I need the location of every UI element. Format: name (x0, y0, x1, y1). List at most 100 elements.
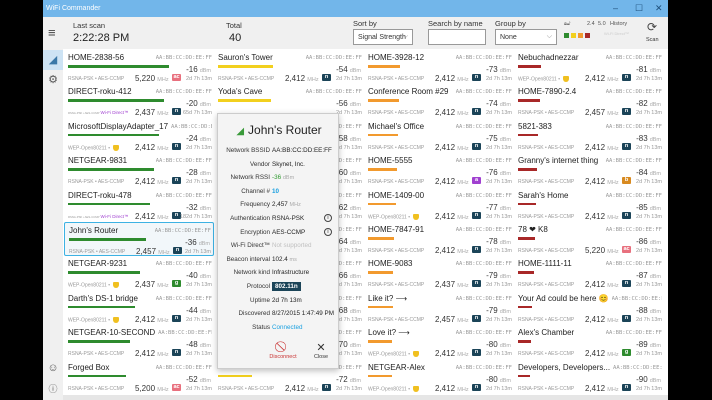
signal-bar (368, 168, 397, 171)
frequency-unit: MHz (157, 317, 169, 324)
network-item[interactable]: DIRECT-roku-478 AA:BB:CC:DD:EE:FF -32 dBm R… (64, 188, 214, 222)
network-item[interactable]: Like it? ⟶ AA:BB:CC:DD:EE:FF -79 dBm RSNA-P… (364, 291, 514, 325)
frequency-value: 2,412 (135, 177, 156, 187)
close-button[interactable]: ✕ (655, 3, 663, 13)
network-item[interactable]: John's Router AA:BB:CC:DD:EE:FF -36 dBm RSN… (64, 222, 214, 256)
protocol-badge: n (172, 314, 181, 322)
network-header: Conference Room #29 AA:BB:CC:DD:EE:FF (368, 87, 512, 98)
network-item[interactable]: Sauron's Tower AA:BB:CC:DD:EE:FF -54 dBm RS… (214, 50, 364, 84)
network-item[interactable]: Love it? ⟶ AA:BB:CC:DD:EE:FF -80 dBm WEP-Op… (364, 325, 514, 359)
shield-warning-icon (412, 213, 419, 220)
network-item[interactable]: Yoda's Cave AA:BB:CC:DD:EE:FF -56 dBm 2d 7h… (214, 84, 364, 118)
details-value-text: 2,457 (272, 201, 288, 209)
details-label: Network BSSID (226, 147, 270, 154)
rssi-unit: dBm (649, 171, 661, 178)
network-item[interactable]: DIRECT-roku-412 AA:BB:CC:DD:EE:FF -20 dBm R… (64, 84, 214, 118)
network-item[interactable]: HOME-5555 AA:BB:CC:DD:EE:FF -76 dBm RSNA-PS… (364, 153, 514, 187)
horizontal-scrollbar[interactable] (63, 395, 668, 400)
band-50-toggle[interactable]: 5.0 (598, 21, 606, 27)
signal-bar (518, 271, 534, 274)
network-header: NETGEAR-Alex AA:BB:CC:DD:EE:FF (368, 363, 512, 374)
scan-button[interactable]: Scan (646, 37, 659, 43)
network-security: RSNA-PSK • AES-CCMP (518, 110, 574, 116)
network-item[interactable]: HOME-9083 AA:BB:CC:DD:EE:FF -79 dBm RSNA-PS… (364, 256, 514, 290)
info-icon[interactable]: i (324, 227, 332, 236)
details-label: Discovered (238, 310, 271, 318)
network-item[interactable]: Sarah's Home AA:BB:CC:DD:EE:FF -85 dBm RSNA… (514, 188, 664, 222)
network-item[interactable]: HOME-1111-11 AA:BB:CC:DD:EE:FF -87 dBm RSNA… (514, 256, 664, 290)
network-rssi: -82 dBm (636, 99, 661, 108)
network-item[interactable]: 5821-383 AA:BB:CC:DD:EE:FF -83 dBm RSNA-PSK… (514, 119, 664, 153)
signal-legend-swatch[interactable] (578, 33, 583, 38)
network-header: John's Router AA:BB:CC:DD:EE:FF (69, 226, 211, 237)
network-item[interactable]: Darth's DS-1 bridge AA:BB:CC:DD:EE:FF -44… (64, 291, 214, 325)
hamburger-menu-icon[interactable]: ≡ (48, 25, 56, 40)
rssi-value: -24 (186, 133, 198, 143)
signal-legend-swatch[interactable] (564, 33, 569, 38)
network-rssi: -78 dBm (486, 237, 511, 246)
close-flyout-button[interactable]: ✕ Close (303, 341, 339, 360)
wifi-direct-toggle[interactable]: Wi-Fi Direct™ (604, 31, 629, 36)
frequency-value: 2,412 (285, 74, 306, 83)
network-item[interactable]: NETGEAR-Alex AA:BB:CC:DD:EE:FF -80 dBm WEP-… (364, 360, 514, 394)
feedback-icon[interactable]: ☺ (47, 362, 59, 374)
network-bssid: AA:BB:CC:DD:EE:F (611, 295, 662, 302)
protocol-badge: n (622, 108, 631, 116)
details-value: Skynet, Inc. (272, 161, 305, 168)
rssi-unit: dBm (499, 308, 511, 315)
security-text: RSNA-PSK • AES-CCMP (368, 179, 425, 186)
network-frequency: 2,412 MHz (435, 177, 469, 186)
network-item[interactable]: MicrosoftDisplayAdapter_17 AA:BB:CC:DD:E … (64, 119, 214, 153)
network-item[interactable]: Nebuchadnezzar AA:BB:CC:DD:EE:FF -81 dBm WE… (514, 50, 664, 84)
group-select[interactable]: None ⌵ (495, 29, 557, 45)
network-item[interactable]: Conference Room #29 AA:BB:CC:DD:EE:FF -74… (364, 84, 514, 118)
network-header: Nebuchadnezzar AA:BB:CC:DD:EE:FF (518, 53, 662, 64)
network-item[interactable]: NETGEAR-9231 AA:BB:CC:DD:EE:FF -40 dBm WEP-… (64, 256, 214, 290)
signal-bar (368, 271, 394, 274)
wifi-networks-icon[interactable]: ◢ (43, 50, 63, 70)
about-icon[interactable]: ⓘ (48, 384, 58, 394)
sort-select[interactable]: Signal Strength ⌵ (353, 29, 413, 45)
frequency-value: 2,412 (135, 314, 156, 324)
search-input[interactable] (428, 29, 486, 45)
info-icon[interactable]: i (324, 214, 332, 222)
details-value-text: 802.11n (272, 282, 301, 291)
network-item[interactable]: HOME-7890-2.4 AA:BB:CC:DD:EE:FF -82 dBm RSN… (514, 84, 664, 118)
network-item[interactable]: Michael's Office AA:BB:CC:DD:EE:FF -75 dBm… (364, 119, 514, 153)
history-toggle[interactable]: History (610, 21, 628, 27)
signal-bar (68, 271, 140, 274)
lock-icons[interactable]: 🔒︎🔓︎ (564, 21, 571, 27)
frequency-unit: MHz (607, 145, 619, 152)
signal-legend-swatch[interactable] (585, 33, 590, 38)
network-item[interactable]: 78 ❤ K8 AA:BB:CC:DD:EE:FF -86 dBm RSNA-PSK … (514, 222, 664, 256)
network-item[interactable]: NETGEAR-10-SECOND AA:BB:CC:DD:EE:FF -48 dB… (64, 325, 214, 359)
minimize-button[interactable]: – (613, 3, 619, 13)
network-item[interactable]: HOME-3928-12 AA:BB:CC:DD:EE:FF -73 dBm RSNA… (364, 50, 514, 84)
network-item[interactable]: Developers, Developers... AA:BB:CC:DD:EE:… (514, 360, 664, 394)
band-24-toggle[interactable]: 2.4 (587, 21, 595, 27)
maximize-button[interactable]: ☐ (635, 3, 644, 13)
network-item[interactable]: Forged Box AA:BB:CC:DD:EE:FF -52 dBm RSNA-P… (64, 360, 214, 394)
network-name: Nebuchadnezzar (518, 53, 579, 62)
disconnect-button[interactable]: ⃠Disconnect (265, 341, 301, 360)
network-item[interactable]: HOME-7847-91 AA:BB:CC:DD:EE:FF -78 dBm RSNA… (364, 222, 514, 256)
details-row: Network BSSID AA:BB:CC:DD:EE:FF (218, 147, 340, 159)
network-uptime: 2d 7h 13m (186, 282, 212, 289)
network-name: HOME-7847-91 (368, 225, 425, 234)
network-item[interactable]: HOME-2838-56 AA:BB:CC:DD:EE:FF -16 dBm RSNA… (64, 50, 214, 84)
network-item[interactable]: HOME-1409-00 AA:BB:CC:DD:EE:FF -77 dBm WEP-… (364, 188, 514, 222)
network-item[interactable]: Your Ad could be here 😊 AA:BB:CC:DD:EE:F … (514, 291, 664, 325)
network-uptime: 2d 7h 13m (336, 282, 362, 289)
network-item[interactable]: Granny's internet thing AA:BB:CC:DD:EE:FF… (514, 153, 664, 187)
network-security: WEP-Open80211 • (68, 316, 119, 323)
network-security: RSNA-PSK • AES-CCMP (518, 179, 574, 185)
signal-legend-swatch[interactable] (571, 33, 576, 38)
settings-icon[interactable]: ⚙ (48, 74, 58, 86)
network-rssi: -44 dBm (186, 306, 211, 315)
refresh-icon[interactable]: ⟳ (647, 20, 658, 34)
signal-bar (368, 65, 401, 68)
network-item[interactable]: NETGEAR-9831 AA:BB:CC:DD:EE:FF -28 dBm RSNA… (64, 153, 214, 187)
network-frequency: 2,412 MHz (585, 212, 619, 221)
network-item[interactable]: Alex's Chamber AA:BB:CC:DD:EE:FF -89 dBm RS… (514, 325, 664, 359)
protocol-badge: n (622, 142, 631, 150)
